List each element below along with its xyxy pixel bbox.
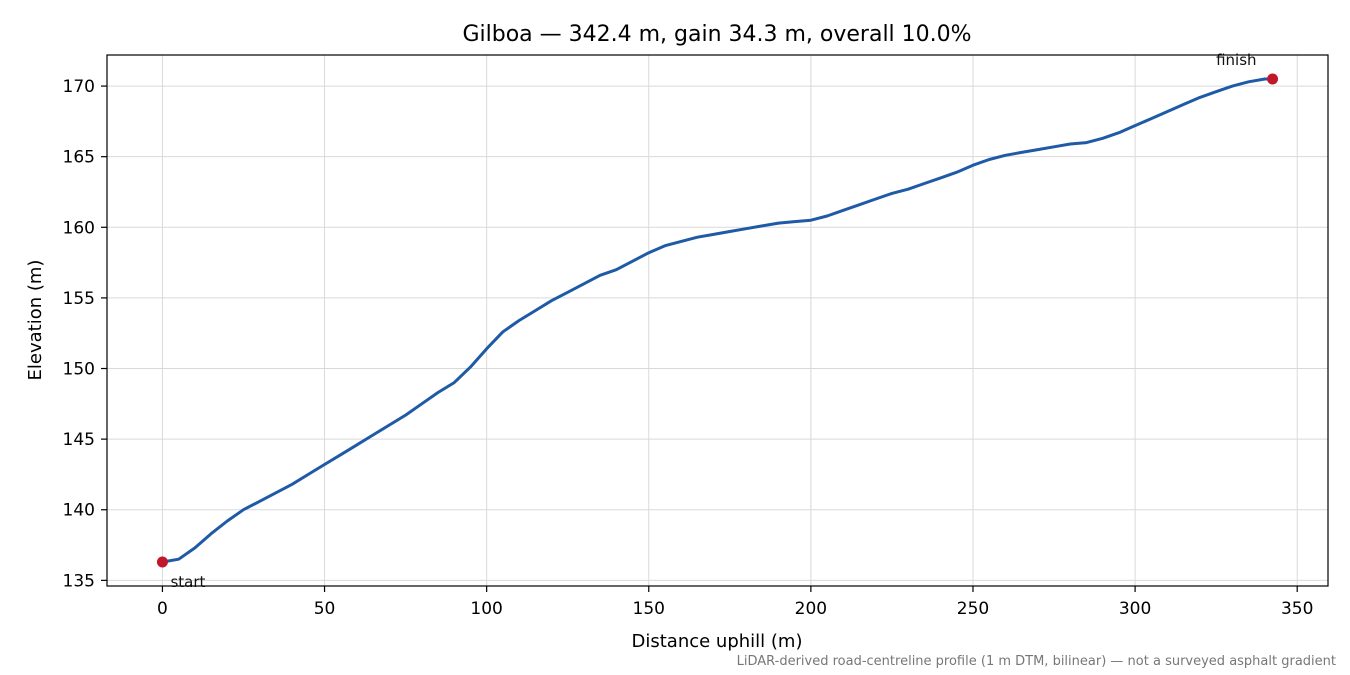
x-tick-label: 100 xyxy=(470,599,502,619)
x-axis-label: Distance uphill (m) xyxy=(632,631,803,652)
x-tick-label: 350 xyxy=(1281,599,1313,619)
start-label: start xyxy=(170,573,205,591)
x-tick-label: 200 xyxy=(795,599,827,619)
finish-marker xyxy=(1267,73,1279,85)
footnote: LiDAR-derived road-centreline profile (1… xyxy=(737,654,1336,669)
y-tick-label: 170 xyxy=(63,77,95,97)
x-tick-label: 50 xyxy=(314,599,336,619)
finish-label: finish xyxy=(1216,51,1256,69)
elevation-line xyxy=(160,77,1275,564)
y-tick-label: 145 xyxy=(63,430,95,450)
y-tick-label: 140 xyxy=(63,501,95,521)
y-tick-label: 155 xyxy=(63,289,95,309)
y-tick-label: 135 xyxy=(63,571,95,591)
y-tick-label: 165 xyxy=(63,148,95,168)
y-axis-label: Elevation (m) xyxy=(25,260,46,381)
y-tick-label: 150 xyxy=(63,360,95,380)
x-tick-label: 150 xyxy=(633,599,665,619)
plot-frame xyxy=(106,54,1329,587)
axis-ticks: 0 50 100 150 200 250 300 350 135 140 145 150 155 160 1… xyxy=(63,77,1314,619)
y-tick-label: 160 xyxy=(63,218,95,238)
x-tick-label: 250 xyxy=(957,599,989,619)
chart-title: Gilboa — 342.4 m, gain 34.3 m, overall 1… xyxy=(462,22,971,47)
start-marker xyxy=(156,556,168,568)
grid xyxy=(107,55,1328,586)
x-tick-label: 300 xyxy=(1119,599,1151,619)
x-tick-label: 0 xyxy=(157,599,168,619)
